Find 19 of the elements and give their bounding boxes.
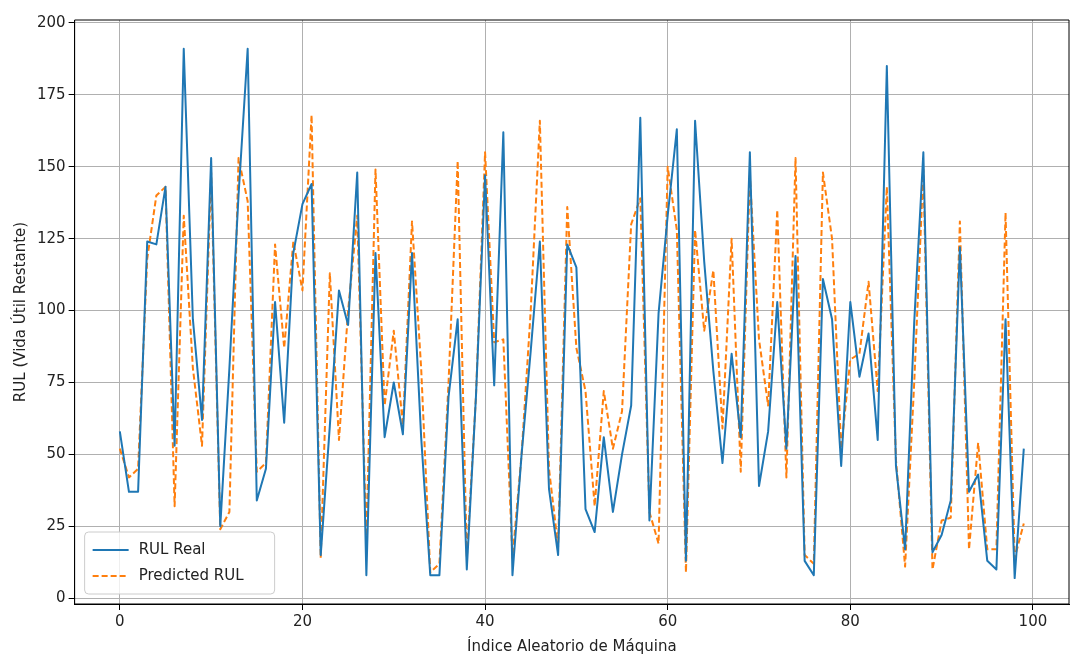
x-tick-label: 80 [840,611,860,630]
x-tick-label: 100 [1018,611,1048,630]
y-tick-label: 125 [36,228,66,247]
y-tick-label: 50 [46,444,66,463]
x-tick-label: 0 [115,611,125,630]
y-tick-label: 200 [36,12,66,31]
y-tick-label: 75 [46,372,66,391]
x-tick-label: 20 [292,611,312,630]
y-tick-label: 25 [46,516,66,535]
legend-label: Predicted RUL [138,565,245,584]
y-axis-title: RUL (Vida Útil Restante) [9,221,29,403]
x-tick-label: 60 [658,611,678,630]
y-tick-label: 175 [36,84,66,103]
x-axis-title: Índice Aleatorio de Máquina [467,635,677,655]
y-tick-label: 150 [36,156,66,175]
legend-label: RUL Real [138,539,206,558]
x-tick-label: 40 [475,611,495,630]
y-tick-label: 100 [36,300,66,319]
y-tick-label: 0 [56,588,66,607]
